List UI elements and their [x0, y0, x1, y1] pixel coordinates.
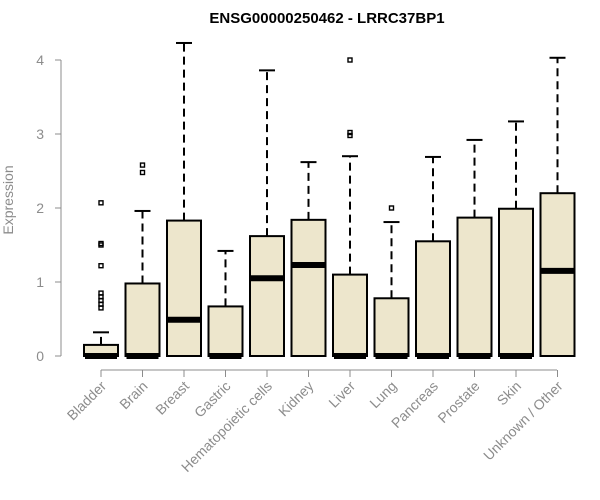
box-group: [83, 41, 576, 359]
y-tick-label: 3: [36, 126, 44, 142]
outlier-point: [388, 205, 395, 211]
iqr-box: [207, 305, 244, 358]
outlier-point: [347, 129, 353, 136]
y-tick-label: 1: [36, 274, 44, 290]
iqr-box: [249, 235, 285, 357]
x-tick-label: Brain: [116, 378, 150, 412]
iqr-box: [124, 282, 161, 358]
outlier-point: [98, 263, 104, 269]
x-tick-label: Kidney: [275, 378, 317, 420]
y-axis-ticks: 0 1 2 3 4: [36, 52, 61, 364]
outlier-point: [347, 57, 353, 63]
x-tick-label: Bladder: [64, 378, 110, 424]
box-breast: [166, 41, 202, 357]
outlier-point: [347, 132, 353, 139]
x-tick-label: Skin: [494, 378, 525, 409]
outlier-point: [139, 169, 146, 176]
box-bladder: [83, 200, 119, 359]
box-gastric: [207, 249, 244, 359]
box-brain: [124, 162, 161, 359]
y-axis-label: Expression: [0, 165, 16, 234]
iqr-box: [290, 218, 327, 357]
chart-title: ENSG00000250462 - LRRC37BP1: [209, 10, 444, 27]
box-unknown-other: [539, 56, 576, 357]
iqr-box: [498, 207, 534, 357]
iqr-box: [166, 219, 202, 357]
outlier-point: [98, 200, 104, 206]
box-lung: [373, 205, 410, 359]
box-skin: [498, 120, 534, 359]
x-tick-label: Breast: [152, 378, 192, 418]
iqr-box: [373, 297, 410, 357]
iqr-box: [539, 192, 576, 357]
outlier-point: [98, 242, 104, 248]
box-liver: [332, 57, 368, 359]
iqr-box: [415, 240, 451, 357]
iqr-box: [456, 216, 493, 357]
y-tick-label: 0: [36, 348, 44, 364]
x-tick-label: Prostate: [434, 378, 482, 426]
x-tick-label: Unknown / Other: [480, 378, 566, 464]
outlier-point: [98, 305, 104, 311]
box-kidney: [290, 161, 327, 357]
iqr-box: [332, 273, 368, 358]
box-pancreas: [415, 155, 451, 359]
x-tick-label: Lung: [366, 378, 399, 411]
y-tick-label: 2: [36, 200, 44, 216]
box-prostate: [456, 138, 493, 359]
box-hematopoietic-cells: [249, 69, 285, 357]
y-tick-label: 4: [36, 52, 44, 68]
x-tick-label: Liver: [325, 378, 358, 411]
outlier-point: [139, 162, 146, 168]
